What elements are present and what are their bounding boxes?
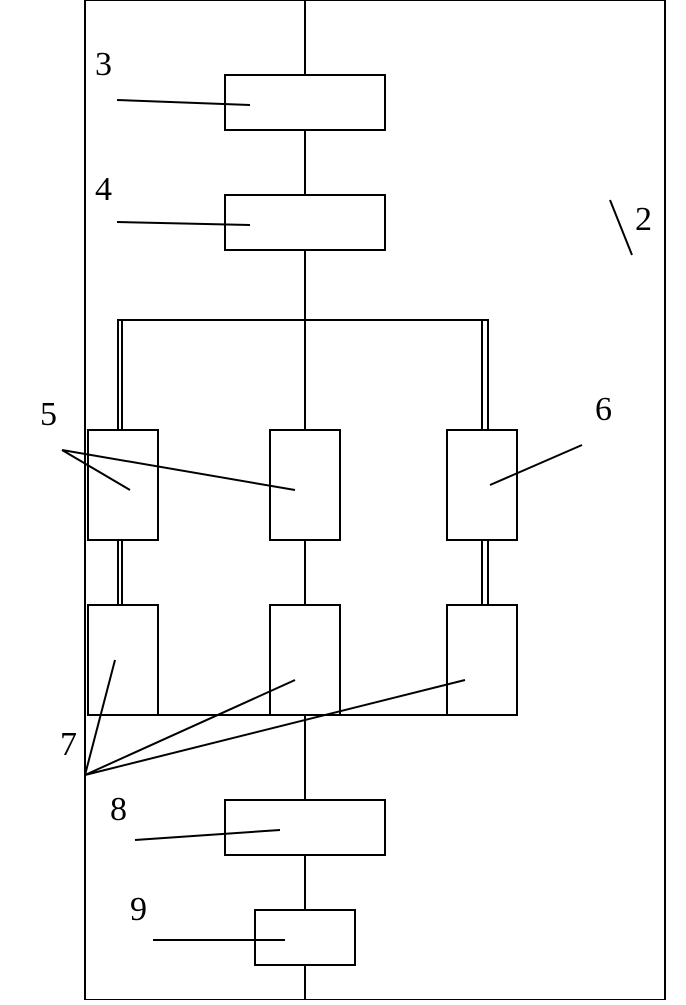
box-9 — [255, 910, 355, 965]
label-5: 5 — [40, 396, 57, 433]
box-8 — [225, 800, 385, 855]
box-7a — [88, 605, 158, 715]
label-8: 8 — [110, 791, 127, 828]
label-2: 2 — [635, 201, 652, 238]
diagram-svg: 2 3 4 5 6 78 9 — [0, 0, 686, 1000]
box-3 — [225, 75, 385, 130]
box-6 — [447, 430, 517, 540]
box-7c — [447, 605, 517, 715]
box-5b — [270, 430, 340, 540]
label-7: 7 — [60, 726, 77, 763]
box-4 — [225, 195, 385, 250]
label-6: 6 — [595, 391, 612, 428]
box-7b — [270, 605, 340, 715]
diagram-stage: 2 3 4 5 6 78 9 — [0, 0, 686, 1000]
label-4: 4 — [95, 171, 112, 208]
label-3: 3 — [95, 46, 112, 83]
label-9: 9 — [130, 891, 147, 928]
leader-10 — [610, 200, 632, 255]
